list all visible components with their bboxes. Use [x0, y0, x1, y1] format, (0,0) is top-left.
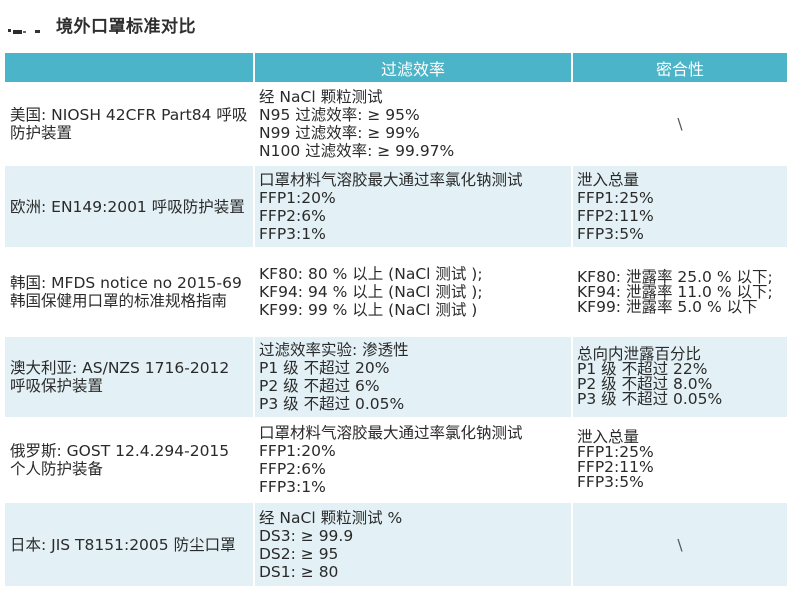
efficiency-line: FFP2:6% — [259, 206, 326, 225]
efficiency-line: FFP1:20% — [259, 442, 336, 460]
efficiency-line: P1 级 不超过 20% — [259, 359, 390, 377]
efficiency-cell: 口罩材料气溶胶最大通过率氯化钠测试 FFP1:20% FFP2:6% FFP3:… — [254, 417, 573, 502]
fit-cell: \ — [572, 501, 787, 586]
efficiency-cell: KF80: 80 % 以上 (NaCl 测试 ); KF94: 94 % 以上 … — [254, 247, 573, 336]
empty-marker: \ — [677, 535, 683, 554]
efficiency-line: P2 级 不超过 6% — [259, 377, 380, 395]
mask-standards-table: 过滤效率 密合性 美国: NIOSH 42CFR Part84 呼吸防护装置 经… — [5, 53, 787, 586]
fit-line: 泄入总量 — [577, 170, 640, 189]
table-row: 俄罗斯: GOST 12.4.294-2015 个人防护装备 口罩材料气溶胶最大… — [5, 417, 787, 502]
efficiency-line: FFP2:6% — [259, 460, 326, 478]
country-cell: 俄罗斯: GOST 12.4.294-2015 个人防护装备 — [5, 417, 255, 502]
page-title: 境外口罩标准对比 — [56, 17, 196, 37]
decorative-marks-icon — [8, 29, 40, 34]
fit-cell: 泄入总量 FFP1:25% FFP2:11% FFP3:5% — [572, 164, 787, 248]
fit-line: FFP2:11% — [577, 458, 654, 476]
fit-line: 泄入总量 — [577, 428, 640, 446]
efficiency-cell: 经 NaCl 颗粒测试 N95 过滤效率: ≥ 95% N99 过滤效率: ≥ … — [254, 82, 573, 165]
country-cell: 美国: NIOSH 42CFR Part84 呼吸防护装置 — [5, 82, 255, 165]
efficiency-line: 过滤效率实验: 渗透性 — [259, 341, 409, 359]
table-row: 日本: JIS T8151:2005 防尘口罩 经 NaCl 颗粒测试 % DS… — [5, 501, 787, 586]
efficiency-line: N99 过滤效率: ≥ 99% — [259, 124, 420, 142]
header-fit: 密合性 — [572, 53, 787, 83]
efficiency-line: P3 级 不超过 0.05% — [259, 395, 405, 413]
efficiency-line: FFP3:1% — [259, 478, 326, 496]
efficiency-cell: 经 NaCl 颗粒测试 % DS3: ≥ 99.9 DS2: ≥ 95 DS1:… — [254, 501, 573, 586]
fit-line: KF80: 泄露率 25.0 % 以下; — [577, 267, 773, 286]
efficiency-line: DS1: ≥ 80 — [259, 562, 339, 581]
header-country — [5, 53, 255, 83]
fit-line: FFP1:25% — [577, 443, 654, 461]
efficiency-line: 口罩材料气溶胶最大通过率氯化钠测试 — [259, 170, 523, 189]
efficiency-line: 经 NaCl 颗粒测试 % — [259, 508, 403, 527]
country-cell: 欧洲: EN149:2001 呼吸防护装置 — [5, 164, 255, 248]
table-row: 韩国: MFDS notice no 2015-69 韩国保健用口罩的标准规格指… — [5, 247, 787, 336]
fit-cell: KF80: 泄露率 25.0 % 以下; KF94: 泄露率 11.0 % 以下… — [572, 247, 787, 336]
country-cell: 日本: JIS T8151:2005 防尘口罩 — [5, 501, 255, 586]
fit-line: KF94: 泄露率 11.0 % 以下; — [577, 282, 773, 301]
fit-line: FFP2:11% — [577, 206, 654, 225]
fit-line: P1 级 不超过 22% — [577, 360, 708, 378]
efficiency-line: KF94: 94 % 以上 (NaCl 测试 ); — [259, 283, 483, 301]
efficiency-cell: 口罩材料气溶胶最大通过率氯化钠测试 FFP1:20% FFP2:6% FFP3:… — [254, 164, 573, 248]
fit-line: FFP1:25% — [577, 188, 654, 207]
efficiency-line: 经 NaCl 颗粒测试 — [259, 88, 383, 106]
efficiency-line: N100 过滤效率: ≥ 99.97% — [259, 142, 455, 160]
efficiency-line: 口罩材料气溶胶最大通过率氯化钠测试 — [259, 424, 523, 442]
country-cell: 韩国: MFDS notice no 2015-69 韩国保健用口罩的标准规格指… — [5, 247, 255, 336]
fit-line: FFP3:5% — [577, 224, 644, 243]
fit-line: P2 级 不超过 8.0% — [577, 375, 713, 393]
fit-line: 总向内泄露百分比 — [577, 345, 702, 363]
table-row: 欧洲: EN149:2001 呼吸防护装置 口罩材料气溶胶最大通过率氯化钠测试 … — [5, 164, 787, 248]
table-row: 美国: NIOSH 42CFR Part84 呼吸防护装置 经 NaCl 颗粒测… — [5, 82, 787, 165]
country-cell: 澳大利亚: AS/NZS 1716-2012 呼吸保护装置 — [5, 335, 255, 418]
page-header: 境外口罩标准对比 — [0, 0, 791, 52]
efficiency-line: FFP1:20% — [259, 188, 336, 207]
fit-cell: 总向内泄露百分比 P1 级 不超过 22% P2 级 不超过 8.0% P3 级… — [572, 335, 787, 418]
fit-line: FFP3:5% — [577, 473, 644, 491]
fit-line: KF99: 泄露率 5.0 % 以下 — [577, 297, 758, 316]
efficiency-line: DS2: ≥ 95 — [259, 544, 339, 563]
efficiency-cell: 过滤效率实验: 渗透性 P1 级 不超过 20% P2 级 不超过 6% P3 … — [254, 335, 573, 418]
fit-line: P3 级 不超过 0.05% — [577, 390, 723, 408]
fit-cell: \ — [572, 82, 787, 165]
efficiency-line: DS3: ≥ 99.9 — [259, 526, 354, 545]
efficiency-line: FFP3:1% — [259, 224, 326, 243]
efficiency-line: KF99: 99 % 以上 (NaCl 测试 ) — [259, 301, 478, 319]
table-row: 澳大利亚: AS/NZS 1716-2012 呼吸保护装置 过滤效率实验: 渗透… — [5, 335, 787, 418]
header-filter-efficiency: 过滤效率 — [254, 53, 573, 83]
efficiency-line: N95 过滤效率: ≥ 95% — [259, 106, 420, 124]
fit-cell: 泄入总量 FFP1:25% FFP2:11% FFP3:5% — [572, 417, 787, 502]
empty-marker: \ — [677, 115, 683, 133]
efficiency-line: KF80: 80 % 以上 (NaCl 测试 ); — [259, 265, 483, 283]
table-header-row: 过滤效率 密合性 — [5, 53, 787, 83]
